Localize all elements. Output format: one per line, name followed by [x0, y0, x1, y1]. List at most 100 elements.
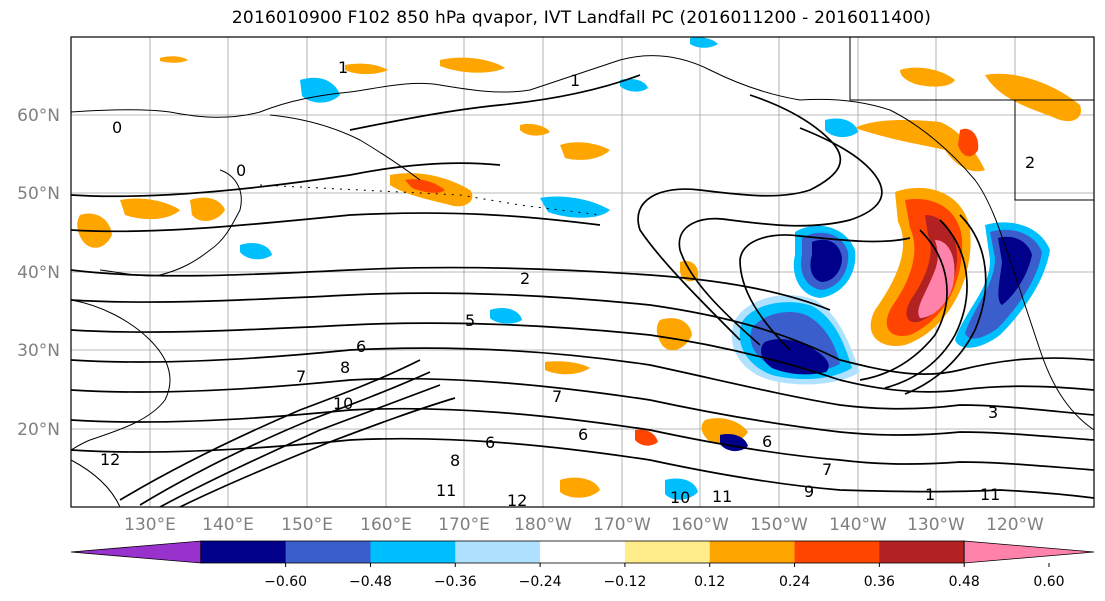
longitude-labels: 130°E 140°E 150°E 160°E 170°E 180°W 170°…: [124, 515, 1044, 535]
graticule: [71, 37, 1094, 507]
lon-label: 120°W: [986, 515, 1044, 535]
lat-label: 60°N: [17, 106, 60, 126]
colorbar-tick-label: 0.48: [949, 574, 980, 590]
contour-label: 12: [100, 450, 120, 469]
neg-anomaly-i: [240, 243, 272, 260]
contour-label: 6: [578, 425, 588, 444]
lon-label: 170°W: [593, 515, 651, 535]
contour-label: 11: [712, 487, 732, 506]
colorbar-tick-label: −0.12: [603, 574, 646, 590]
contour-label: 7: [296, 367, 306, 386]
colorbar-swatch: [624, 541, 711, 563]
contour-line: [71, 212, 601, 233]
border-alaska: [849, 37, 1094, 101]
coast-asia-s: [71, 459, 121, 507]
lon-label: 140°W: [829, 515, 887, 535]
contour-line: [884, 219, 968, 389]
coast-asia: [71, 299, 171, 451]
contour-label: 5: [465, 311, 475, 330]
contour-label: 11: [980, 485, 1000, 504]
neg-anomaly-e: [490, 308, 522, 324]
lat-label: 40°N: [17, 263, 60, 283]
contour-label: 8: [340, 358, 350, 377]
contour-label: 1: [338, 58, 348, 77]
contour-label: 1: [925, 485, 935, 504]
lat-label: 30°N: [17, 341, 60, 361]
contour-line: [71, 322, 1094, 393]
contour-line: [71, 266, 831, 311]
contour-label: 9: [804, 482, 814, 501]
colorbar-tick-label: 0.24: [779, 574, 810, 590]
pos-anomaly-pacific-nw-core: [405, 179, 445, 193]
lon-label: 150°E: [281, 515, 333, 535]
lon-label: 130°W: [907, 515, 965, 535]
contour-label: 6: [485, 433, 495, 452]
colorbar-extend-low: [70, 540, 202, 564]
contour-line: [739, 234, 911, 351]
latitude-labels: 60°N 50°N 40°N 30°N 20°N: [17, 106, 60, 440]
neg-anomaly-north: [793, 225, 856, 298]
pos-anomaly-alaska: [855, 120, 985, 172]
colorbar-extend-high: [963, 540, 1095, 564]
contour-label: 6: [356, 337, 366, 356]
contour-label: 7: [822, 460, 832, 479]
contour-label: 2: [1025, 153, 1035, 172]
colorbar-tick-label: 0.60: [1033, 574, 1064, 590]
neg-anomaly-a: [540, 196, 610, 218]
neg-anomaly-c: [825, 118, 858, 138]
contour-label: 11: [436, 481, 456, 500]
pos-anomaly-h: [545, 361, 590, 375]
pos-anomaly-e: [160, 56, 188, 63]
pos-anomaly-k: [560, 477, 600, 498]
contour-line: [71, 437, 1094, 499]
colorbar-tick-label: −0.36: [434, 574, 477, 590]
colorbar-tick-label: 0.36: [864, 574, 895, 590]
lon-label: 170°E: [438, 515, 490, 535]
contour-line: [71, 162, 501, 198]
page-title: 2016010900 F102 850 hPa qvapor, IVT Land…: [231, 8, 932, 28]
pos-anomaly-m: [120, 198, 180, 220]
colorbar-swatch: [709, 541, 796, 563]
contour-label: 0: [112, 118, 122, 137]
pos-anomaly-n: [190, 197, 225, 222]
contour-line: [678, 127, 883, 346]
contour-label: 8: [450, 451, 460, 470]
contour-line: [71, 407, 1094, 471]
pos-anomaly-a: [560, 142, 610, 160]
neg-anomaly-h: [690, 37, 718, 48]
neg-anomaly-b: [300, 77, 340, 103]
colorbar-tick-label: −0.60: [264, 574, 307, 590]
contour-label: 12: [507, 491, 527, 510]
colorbar-swatch: [370, 541, 456, 563]
map-frame: [70, 36, 1095, 508]
contour-label: 0: [236, 161, 246, 180]
pos-anomaly-canada-2: [900, 67, 955, 87]
contour-label: 10: [670, 488, 690, 507]
colorbar-tick-label: −0.48: [349, 574, 392, 590]
contour-label: 1: [570, 71, 580, 90]
colorbar-swatch: [285, 541, 371, 563]
contour-line: [71, 292, 1094, 375]
contour-line: [637, 94, 842, 341]
pos-anomaly-d: [345, 63, 388, 75]
contour-line: [71, 377, 1094, 441]
colorbar-tick-label: 0.12: [694, 574, 725, 590]
colorbar-swatch: [455, 541, 541, 563]
neg-anomaly-coast: [955, 222, 1050, 348]
colorbar-swatch: [794, 541, 880, 563]
contour-label: 2: [520, 269, 530, 288]
lon-label: 160°E: [360, 515, 412, 535]
neg-anomaly-f: [665, 478, 698, 500]
colorbar-tick-label: −0.24: [519, 574, 562, 590]
lat-label: 50°N: [17, 184, 60, 204]
shaded-anomalies: [77, 37, 1081, 500]
lon-label: 160°W: [671, 515, 729, 535]
colorbar-swatch: [879, 541, 965, 563]
lon-label: 130°E: [124, 515, 176, 535]
coast-main: [71, 55, 1094, 431]
ivt-contours: [71, 74, 1094, 507]
pos-anomaly-j: [635, 429, 658, 446]
colorbar-swatch: [200, 541, 287, 563]
pos-anomaly-alaska-core: [958, 128, 979, 157]
contour-line: [859, 229, 948, 381]
